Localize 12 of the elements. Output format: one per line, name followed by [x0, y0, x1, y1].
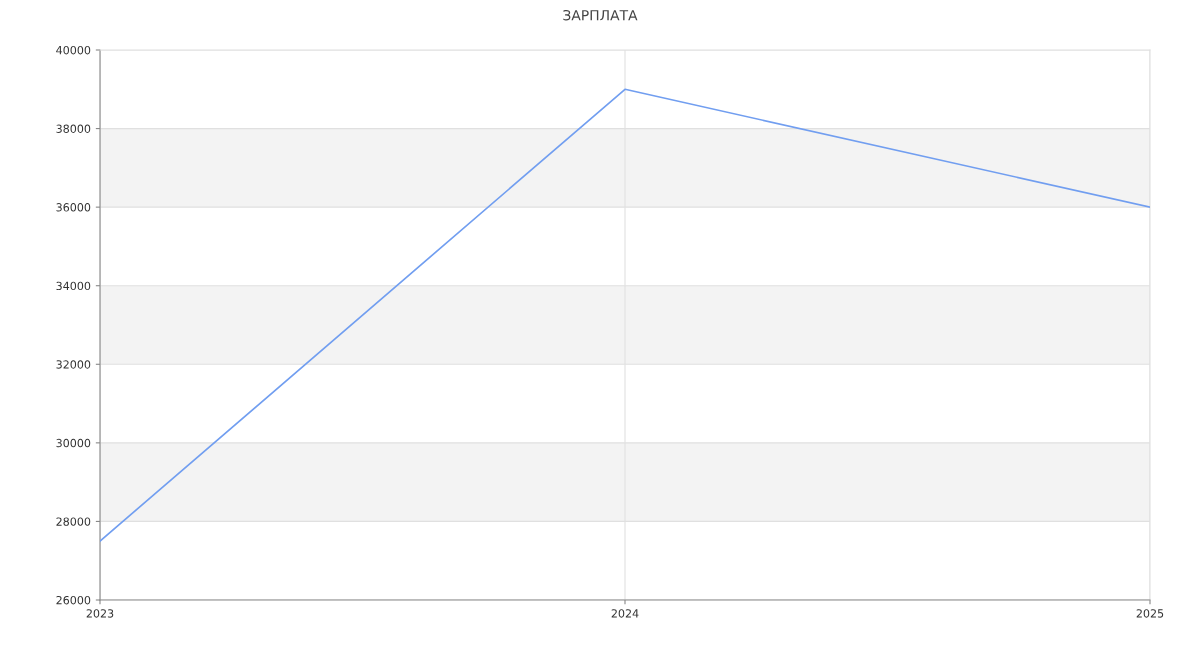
- y-tick-label: 32000: [56, 360, 91, 369]
- y-tick-label: 36000: [56, 203, 91, 212]
- y-tick-label: 40000: [56, 45, 91, 55]
- y-tick-label: 28000: [56, 517, 91, 526]
- x-tick-label: 2024: [611, 609, 639, 618]
- y-tick-label: 26000: [56, 595, 91, 605]
- x-tick-label: 2023: [86, 609, 114, 618]
- chart-title: ЗАРПЛАТА: [563, 10, 638, 21]
- y-tick-label: 34000: [56, 281, 91, 291]
- y-tick-label: 30000: [56, 438, 91, 448]
- x-tick-label: 2025: [1136, 609, 1164, 618]
- y-tick-label: 38000: [56, 124, 91, 133]
